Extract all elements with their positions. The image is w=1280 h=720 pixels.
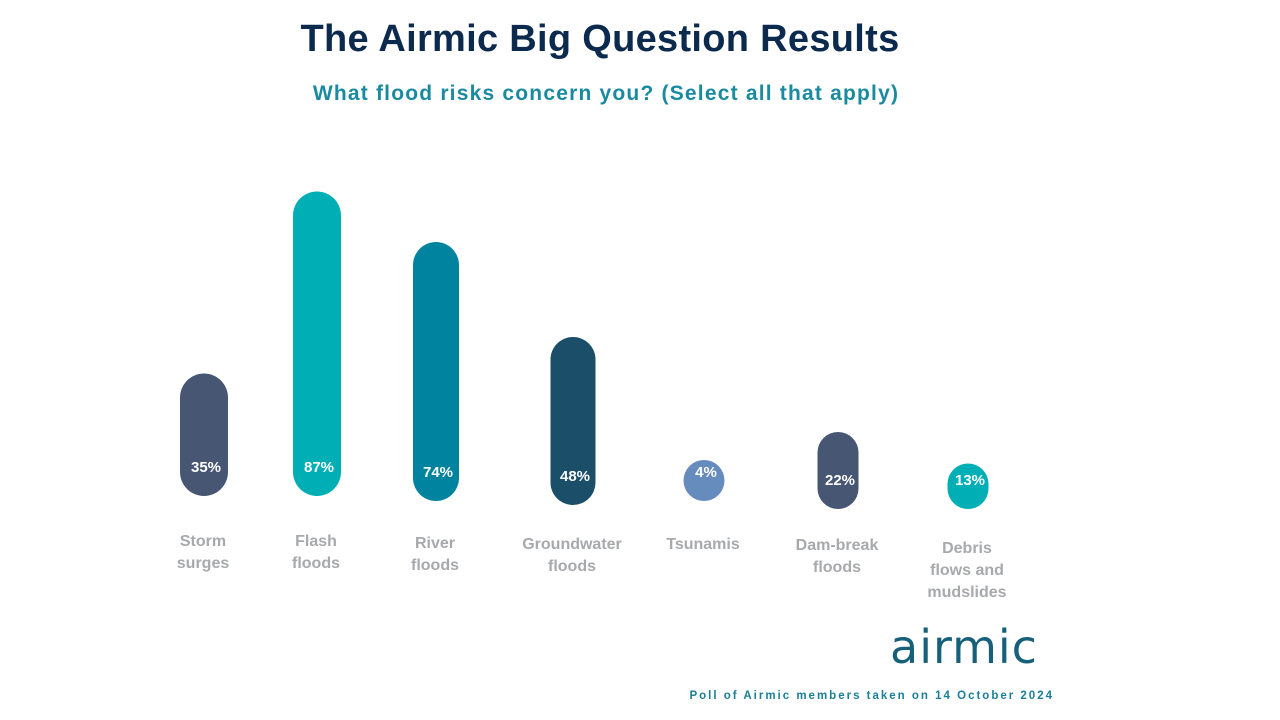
bar-1: [293, 191, 341, 496]
category-label: Flash: [295, 533, 337, 550]
poll-footnote: Poll of Airmic members taken on 14 Octob…: [689, 690, 1054, 702]
category-label: flows and: [930, 562, 1004, 579]
bar-value-label: 13%: [955, 472, 985, 489]
bar-6: [947, 463, 989, 509]
category-label: Dam-break: [796, 537, 879, 554]
bar-value-label: 74%: [423, 464, 453, 481]
airmic-logo: airmic: [890, 620, 1038, 674]
bar-3: [550, 337, 596, 505]
category-label: floods: [548, 558, 596, 575]
chart-title: The Airmic Big Question Results: [300, 18, 900, 60]
category-label: floods: [411, 557, 459, 574]
category-label: surges: [177, 555, 230, 572]
bar-value-label: 87%: [304, 459, 334, 476]
bar-5: [817, 432, 859, 509]
chart-subtitle: What flood risks concern you? (Select al…: [312, 82, 900, 105]
category-label: mudslides: [927, 584, 1006, 601]
bar-value-label: 4%: [695, 464, 717, 481]
category-label: Groundwater: [522, 536, 622, 553]
bar-0: [180, 373, 228, 496]
category-label: Tsunamis: [666, 536, 740, 553]
bar-2: [413, 242, 459, 501]
bar-value-label: 48%: [560, 468, 590, 485]
bar-4: [683, 460, 725, 501]
category-label: Storm: [180, 533, 226, 550]
category-label: floods: [292, 555, 340, 572]
category-label: Debris: [942, 540, 992, 557]
bar-value-label: 35%: [191, 459, 221, 476]
bar-value-label: 22%: [825, 472, 855, 489]
category-label: floods: [813, 559, 861, 576]
category-label: River: [415, 535, 455, 552]
